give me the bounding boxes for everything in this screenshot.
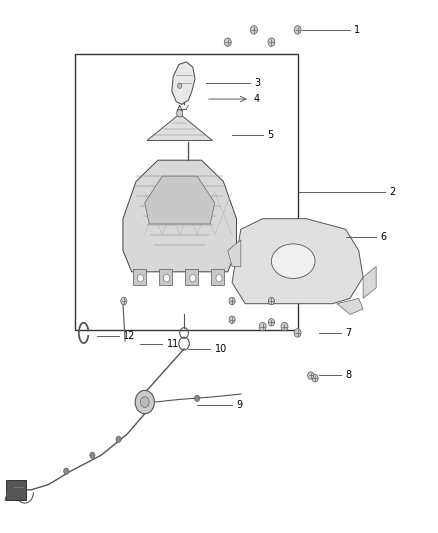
Text: 8: 8	[346, 370, 352, 381]
Circle shape	[138, 274, 144, 282]
Bar	[75, 54, 297, 330]
Polygon shape	[147, 115, 212, 141]
Polygon shape	[145, 176, 215, 224]
Circle shape	[268, 38, 275, 46]
Text: 10: 10	[215, 344, 227, 354]
Circle shape	[121, 297, 127, 305]
Polygon shape	[172, 62, 195, 104]
Polygon shape	[228, 240, 241, 266]
Circle shape	[259, 322, 266, 331]
Circle shape	[190, 274, 196, 282]
Text: 6: 6	[381, 232, 387, 243]
Text: 11: 11	[166, 338, 179, 349]
Polygon shape	[123, 160, 237, 272]
Text: 7: 7	[346, 328, 352, 338]
Circle shape	[177, 110, 183, 117]
Circle shape	[141, 397, 149, 407]
Circle shape	[163, 274, 170, 282]
Text: 5: 5	[267, 130, 273, 140]
Circle shape	[229, 297, 235, 305]
Circle shape	[294, 329, 301, 337]
Text: 12: 12	[123, 330, 135, 341]
Circle shape	[229, 316, 235, 324]
Circle shape	[135, 390, 154, 414]
Text: 4: 4	[254, 94, 260, 104]
Circle shape	[251, 26, 258, 34]
Ellipse shape	[272, 244, 315, 278]
Circle shape	[64, 468, 69, 474]
Polygon shape	[363, 266, 376, 298]
Text: 3: 3	[254, 78, 260, 88]
Bar	[159, 269, 172, 285]
Circle shape	[312, 374, 318, 382]
Text: 9: 9	[237, 400, 243, 410]
Circle shape	[194, 395, 200, 401]
Bar	[211, 269, 224, 285]
Bar	[6, 480, 25, 500]
Circle shape	[307, 372, 314, 379]
Polygon shape	[232, 219, 363, 304]
Circle shape	[90, 452, 95, 458]
Circle shape	[294, 26, 301, 34]
Text: 2: 2	[389, 187, 396, 197]
Circle shape	[224, 38, 231, 46]
Bar	[185, 269, 198, 285]
Circle shape	[268, 319, 275, 326]
Circle shape	[116, 436, 121, 442]
Circle shape	[177, 83, 182, 88]
Text: 1: 1	[354, 25, 360, 35]
Circle shape	[216, 274, 222, 282]
Circle shape	[268, 297, 275, 305]
Bar	[133, 269, 146, 285]
Polygon shape	[337, 298, 363, 314]
Circle shape	[281, 322, 288, 331]
